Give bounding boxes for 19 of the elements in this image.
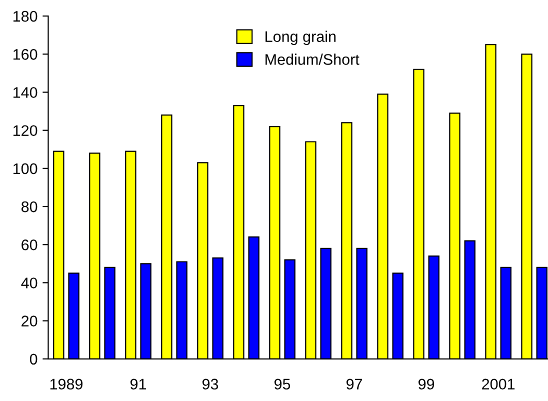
x-tick-label: 97: [346, 378, 362, 390]
x-tick-label: 91: [130, 378, 146, 390]
legend-label: Medium/Short: [266, 54, 360, 65]
x-tick-label: 95: [274, 378, 290, 390]
y-tick-label: 100: [13, 163, 38, 174]
x-tick-label: 2001: [482, 378, 515, 390]
y-tick-label: 160: [13, 49, 38, 60]
x-tick-label: 1989: [50, 378, 82, 390]
y-tick-label: 140: [13, 87, 38, 98]
y-tick-label: 20: [22, 316, 38, 326]
y-tick-label: 0: [30, 354, 38, 365]
y-tick-label: 180: [13, 10, 38, 22]
y-tick-label: 60: [22, 239, 38, 250]
y-tick-label: 120: [13, 125, 38, 136]
x-tick-label: 99: [418, 378, 434, 390]
x-tick-label: 93: [202, 378, 218, 390]
y-tick-label: 80: [21, 201, 38, 212]
legend-label: Long grain: [266, 30, 336, 46]
y-tick-label: 40: [21, 278, 38, 288]
